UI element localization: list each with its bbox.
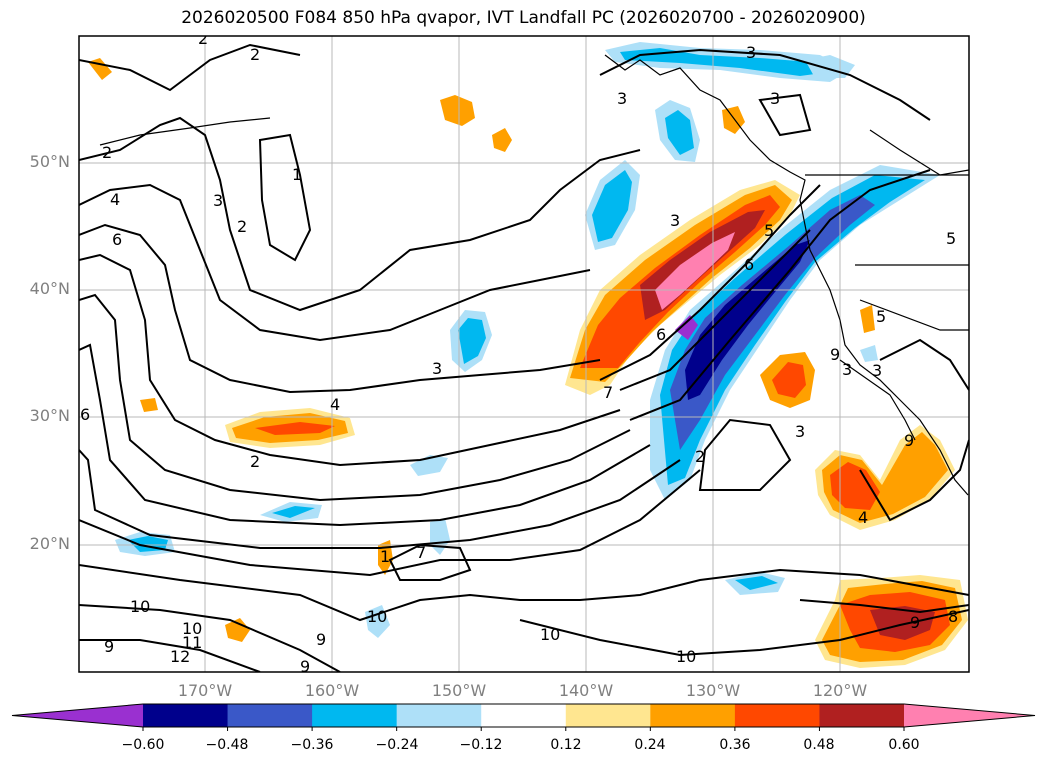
contour-label: 10 [130,597,150,616]
contour-label: 3 [432,359,442,378]
contour-label: 9 [910,613,920,632]
contour-label: 2 [237,217,247,236]
colorbar-tick-label: 0.24 [634,737,666,753]
contour-label: 10 [540,625,560,644]
negative-blob-small [592,170,632,242]
contour-label: 5 [876,307,886,326]
positive-blob-small [225,618,250,642]
positive-blob-small [722,106,745,134]
contour-label: 4 [858,508,868,527]
contour-label: 1 [292,165,302,184]
lat-tick: 30°N [29,406,70,425]
contour-label: 7 [603,383,613,402]
lon-tick: 120°W [812,681,868,700]
negative-blob-small [272,506,315,518]
map-background [79,36,969,672]
contour-label: 2 [198,29,208,48]
contour-label: 1 [380,547,390,566]
negative-blob-small [458,318,486,364]
contour-label: 3 [795,422,805,441]
colorbar-tick-label: 0.48 [803,737,835,753]
lon-tick: 160°W [304,681,360,700]
negative-blob-small [365,605,390,638]
contour-label: 9 [316,630,326,649]
colorbar-tick-label: −0.24 [375,737,419,753]
colorbar-tick-label: −0.36 [290,737,334,753]
coastlines [99,54,969,496]
contour-label-layer: 2 2 1 2 3 4 6 2 3 3 3 3 5 6 6 7 3 2 3 4 … [80,29,958,676]
contour-label: 4 [330,395,340,414]
contour-label: 7 [416,543,426,562]
contour-label: 5 [946,229,956,248]
negative-blob-small [735,576,778,590]
contour-lines [79,43,969,672]
negative-blob-small [620,48,830,76]
contour-label: 3 [746,43,756,62]
contour-label: 2 [250,452,260,471]
positive-region-southeast-red [830,462,880,510]
contour-label: 2 [250,45,260,64]
plot-title: 2026020500 F084 850 hPa qvapor, IVT Land… [181,8,866,28]
contour-label: 3 [770,89,780,108]
contour-label: 9 [830,345,840,364]
contour-label: 6 [656,325,666,344]
contour-label: 8 [948,607,958,626]
positive-region-south-dred [870,606,935,640]
contour-label: 9 [104,637,114,656]
contour-label: 2 [102,143,112,162]
map-frame [78,35,970,673]
colorbar-tick-label: 0.36 [719,737,751,753]
contour-label: 11 [182,633,202,652]
positive-blob-small [772,362,806,398]
contour-label: 2 [695,447,705,466]
contour-label: 5 [764,221,774,240]
lon-tick: 130°W [685,681,741,700]
contour-label: 3 [670,211,680,230]
positive-blob-small [440,95,475,126]
contour-label: 6 [112,230,122,249]
contour-label: 3 [213,191,223,210]
contour-label: 10 [676,647,696,666]
lon-tick: 140°W [558,681,614,700]
contour-label: 6 [744,255,754,274]
contour-label: 3 [617,89,627,108]
lat-tick: 20°N [29,534,70,553]
positive-blob-west-red [255,422,335,435]
colorbar-tick-label: 0.12 [550,737,582,753]
contour-label: 10 [182,619,202,638]
colorbar-tick-label: −0.60 [121,737,165,753]
contour-label: 3 [872,361,882,380]
negative-blob-small [665,110,694,155]
colorbar-tick-label: 0.60 [888,737,920,753]
contour-label: 10 [367,607,387,626]
contour-label: 6 [80,405,90,424]
colorbar-tick-label: −0.48 [205,737,249,753]
contour-label: 9 [300,657,310,676]
lat-tick: 40°N [29,279,70,298]
negative-blob-small [860,345,878,362]
contour-label: 9 [904,431,914,450]
positive-blob-small [492,128,512,152]
contour-label: 3 [842,360,852,379]
contour-label: 12 [170,647,190,666]
contour-label: 4 [110,190,120,209]
lon-tick: 170°W [177,681,233,700]
positive-blob-small [140,398,158,412]
lat-tick: 50°N [29,152,70,171]
lon-tick: 150°W [431,681,487,700]
negative-anomaly-band-purple [675,315,698,340]
colorbar-tick-label: −0.12 [459,737,503,753]
positive-blob-small [860,305,875,333]
